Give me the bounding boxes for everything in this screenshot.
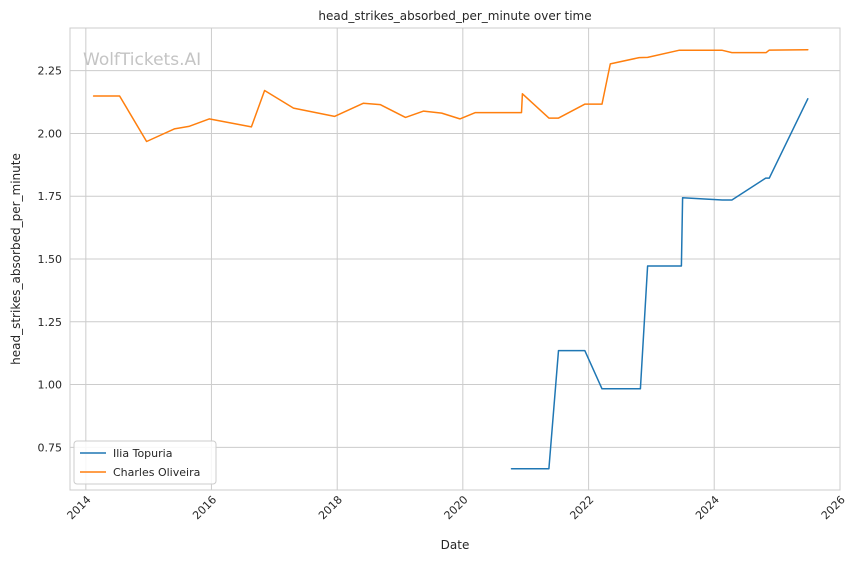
y-axis-label: head_strikes_absorbed_per_minute (9, 153, 23, 365)
legend-box (73, 440, 217, 485)
x-axis-label: Date (441, 538, 470, 552)
series-layer (92, 49, 809, 470)
y-tick-label: 2.25 (38, 65, 63, 78)
watermark: WolfTickets.AI (83, 50, 201, 70)
y-tick-label: 1.25 (38, 316, 63, 329)
x-tick-label: 2026 (819, 493, 848, 522)
legend-label-charles-oliveira: Charles Oliveira (113, 466, 200, 479)
y-tick-label: 1.50 (38, 253, 63, 266)
series-line-charles-oliveira (92, 49, 809, 143)
legend-label-ilia-topuria: Ilia Topuria (113, 447, 172, 460)
x-tick-label: 2022 (567, 493, 596, 522)
y-tick-label: 1.75 (38, 190, 63, 203)
y-tick-label: 2.00 (38, 127, 63, 140)
y-tick-label: 0.75 (38, 441, 63, 454)
x-tick-label: 2020 (442, 493, 471, 522)
series-line-ilia-topuria (510, 98, 809, 470)
x-tick-labels: 2014 2016 2018 2020 2022 2024 2026 (65, 493, 848, 522)
y-tick-labels: 0.75 1.00 1.25 1.50 1.75 2.00 2.25 (38, 65, 63, 455)
plot-frame (69, 27, 841, 491)
x-tick-label: 2016 (190, 493, 219, 522)
chart-title: head_strikes_absorbed_per_minute over ti… (318, 9, 591, 23)
legend: Ilia Topuria Charles Oliveira (73, 440, 217, 485)
y-tick-label: 1.00 (38, 379, 63, 392)
x-tick-label: 2024 (693, 493, 722, 522)
x-tick-label: 2018 (316, 493, 345, 522)
x-tick-label: 2014 (65, 493, 94, 522)
